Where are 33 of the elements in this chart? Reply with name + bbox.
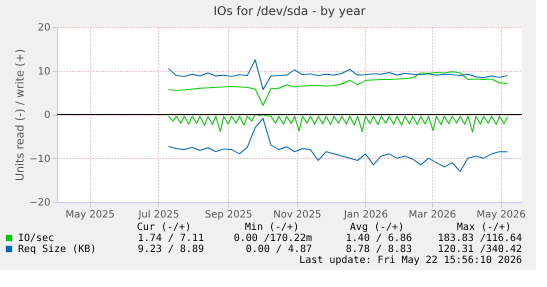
chart-title: IOs for /dev/sda - by year bbox=[213, 4, 366, 18]
y-tick-label: −20 bbox=[29, 198, 50, 208]
legend-label: Req Size (KB) bbox=[18, 244, 96, 255]
x-tick-label: Mar 2026 bbox=[408, 210, 456, 220]
x-tick-label: Sep 2025 bbox=[204, 210, 252, 220]
y-tick-label: −10 bbox=[29, 154, 50, 165]
text: Min (-/+) bbox=[244, 222, 300, 233]
y-tick-label: 10 bbox=[38, 66, 50, 78]
text: Last update: Fri May 22 15:56:10 2026 bbox=[299, 255, 522, 266]
y-tick-label: 20 bbox=[38, 22, 50, 34]
x-tick-label: Jan 2026 bbox=[342, 210, 388, 220]
line-series bbox=[168, 71, 508, 106]
y-axis-title: Units read (-) / write (+) bbox=[13, 48, 26, 182]
text: Max (-/+) bbox=[456, 222, 512, 233]
line-series bbox=[168, 114, 508, 132]
text: 9.23 / 8.89 bbox=[138, 244, 204, 255]
text: Avg (-/+) bbox=[350, 222, 404, 233]
x-tick-label: Nov 2025 bbox=[273, 210, 322, 220]
text: 0.00 /170.22m bbox=[234, 233, 312, 244]
x-tick-label: Jul 2025 bbox=[137, 210, 180, 220]
line-series bbox=[168, 118, 508, 172]
legend-label: IO/sec bbox=[18, 233, 54, 244]
y-tick-label: 0 bbox=[44, 110, 50, 121]
text: 0.00 / 4.87 bbox=[246, 244, 312, 255]
text: 120.31 /340.42 bbox=[438, 244, 522, 255]
text: 1.74 / 7.11 bbox=[138, 233, 204, 244]
text: 1.40 / 6.86 bbox=[346, 233, 412, 244]
x-tick-label: May 2026 bbox=[476, 210, 526, 220]
line-series bbox=[168, 59, 508, 90]
text: 183.83 /116.64 bbox=[438, 233, 522, 244]
text: 8.78 / 8.83 bbox=[346, 244, 412, 255]
text: Cur (-/+) bbox=[136, 222, 192, 233]
x-tick-label: May 2025 bbox=[65, 210, 115, 220]
